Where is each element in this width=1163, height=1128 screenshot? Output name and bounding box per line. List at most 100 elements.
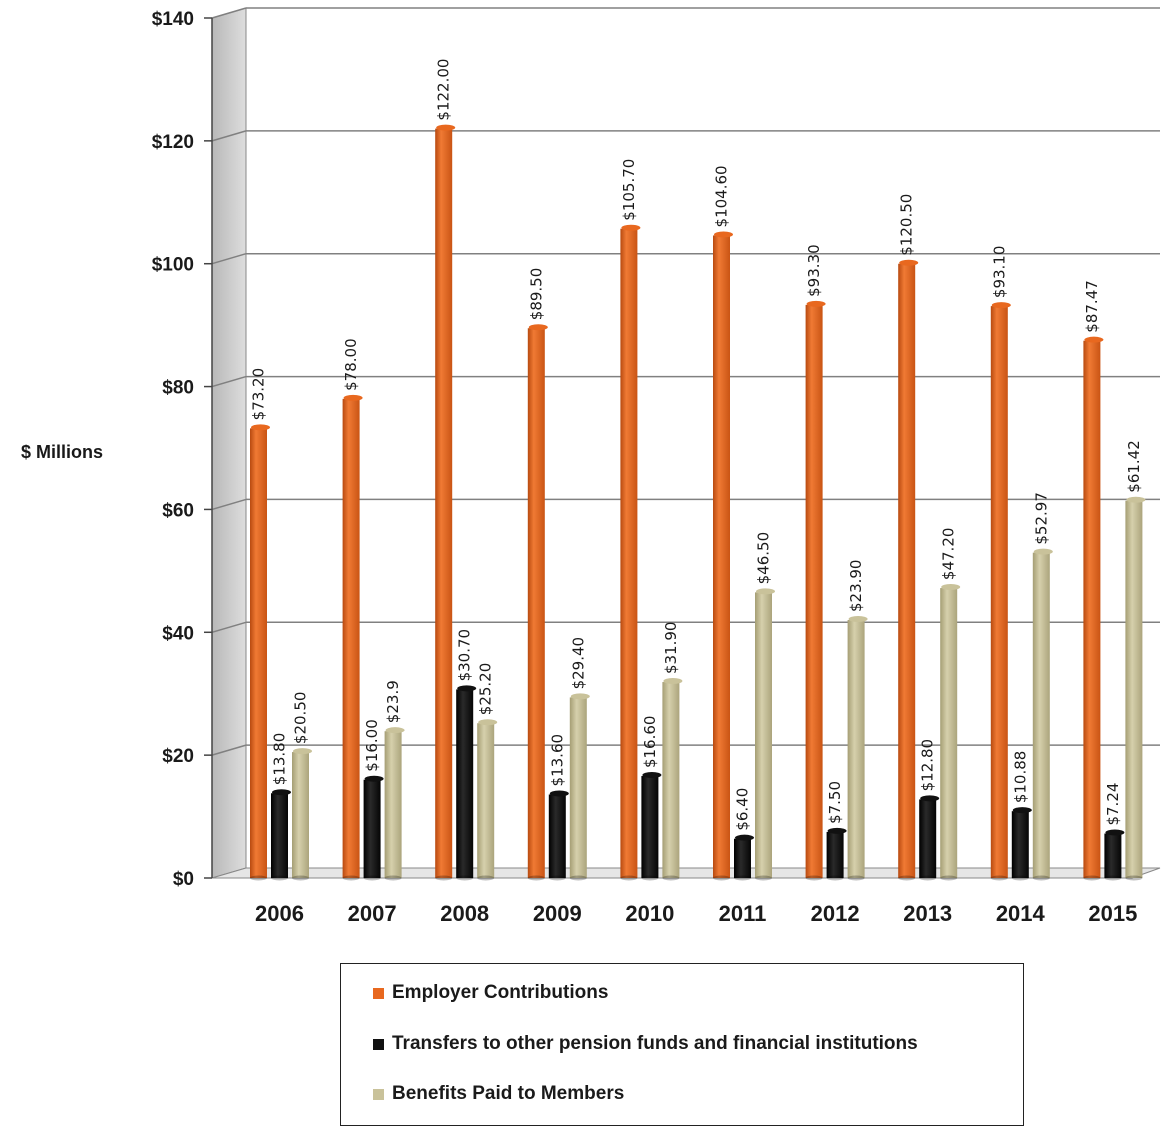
x-tick-label: 2013 [903,901,952,926]
gridline-depth [211,375,247,388]
bar-employer-contributions [435,128,453,879]
data-label-benefits: $25.20 [477,663,495,716]
bar-employer-contributions-base [342,875,360,881]
bar-benefits-paid [569,697,587,878]
data-label-employer: $104.60 [713,165,731,227]
bar-benefits-paid [1032,552,1050,878]
bar-transfers-base [919,875,937,881]
data-label-employer: $78.00 [342,338,360,391]
bar-benefits-paid-top [1126,496,1146,503]
bar-transfers-top [549,790,569,797]
data-label-transfers: $13.60 [548,734,566,787]
bar-benefits-paid-base [940,875,958,881]
data-label-benefits: $61.42 [1125,440,1143,493]
bar-employer-contributions [527,328,545,878]
bar-benefits-paid [662,682,680,878]
bar-benefits-paid [847,620,865,878]
x-tick-label: 2006 [255,901,304,926]
bar-employer-contributions-top [621,224,641,231]
bar-employer-contributions [620,228,638,878]
bar-benefits-paid [1125,500,1143,878]
bar-benefits-paid-base [755,875,772,881]
bar-employer-contributions-top [343,394,363,401]
bar-transfers-top [457,685,477,692]
bar-employer-contributions-top [714,231,733,238]
bar-benefits-paid [940,588,958,878]
bar-transfers-base [1011,875,1029,881]
bar-benefits-paid-top [385,727,405,734]
data-label-benefits: $23.90 [847,560,865,613]
data-label-employer: $93.30 [805,244,823,297]
data-label-employer: $87.47 [1083,280,1101,333]
bar-transfers-base [548,875,566,881]
data-label-employer: $89.50 [527,268,545,321]
bar-employer-contributions-top [899,259,919,266]
bar-employer-contributions [1083,340,1101,878]
bar-benefits-paid-top [663,678,683,685]
gridline-depth [211,744,247,756]
data-label-employer: $122.00 [435,59,453,121]
bar-employer-contributions [898,263,916,878]
bar-benefits-paid-base [292,875,309,881]
bar-employer-contributions-base [527,875,545,881]
x-tick-label: 2015 [1088,901,1137,926]
chart-side-wall [211,7,247,879]
bar-employer-contributions-base [1083,875,1101,881]
bar-benefits-paid [755,592,772,878]
bar-employer-contributions-top [991,302,1011,309]
bar-benefits-paid-top [1033,548,1053,555]
bar-benefits-paid-base [662,875,680,881]
bar-chart: $0 $20 $40 $60 $80 $100 $120 $140 $ Millions $73… [21,7,1161,926]
bar-benefits-paid-top [848,616,868,622]
bar-benefits-paid-base [477,875,495,881]
bar-employer-contributions-base [990,875,1008,881]
data-label-transfers: $7.50 [826,781,844,824]
data-label-transfers: $7.24 [1104,783,1122,826]
bar-transfers [826,831,844,878]
data-label-benefits: $46.50 [755,532,773,585]
gridline-depth [211,621,247,634]
legend-swatch-orange [373,987,384,999]
data-label-transfers: $16.00 [363,719,381,772]
legend-label: Transfers to other pension funds and fin… [392,1033,918,1054]
gridline-depth [211,498,247,511]
bar-employer-contributions-base [713,875,730,881]
x-tick-label: 2012 [811,901,860,926]
y-tick-label: $140 [152,9,194,30]
bar-transfers-base [456,875,474,881]
bar-employer-contributions-base [435,875,453,881]
bar-transfers [734,838,751,878]
legend-label: Employer Contributions [392,982,609,1003]
bar-employer-contributions [990,306,1008,879]
bar-transfers-top [364,775,384,782]
bar-transfers-top [1012,807,1032,814]
bar-employer-contributions-top [436,124,456,131]
bar-employer-contributions-base [898,875,916,881]
bar-employer-contributions-top [528,324,548,331]
bar-benefits-paid-top [941,584,961,591]
data-label-transfers: $16.60 [641,716,659,769]
gridline-depth [211,252,247,265]
data-label-employer: $120.50 [898,194,916,256]
data-label-employer: $93.10 [990,246,1008,299]
bar-transfers-top [1105,829,1125,836]
data-label-benefits: $29.40 [569,637,587,690]
x-tick-label: 2010 [625,901,674,926]
bar-transfers [363,779,381,878]
y-tick-label: $20 [162,746,194,767]
data-label-benefits: $47.20 [940,528,958,581]
x-tick-label: 2008 [440,901,489,926]
data-label-employer: $73.20 [250,368,268,421]
legend-swatch-tan [373,1088,384,1100]
bar-benefits-paid-base [384,875,402,881]
bar-transfers-base [734,875,751,881]
x-tick-label: 2014 [996,901,1046,926]
bar-employer-contributions-base [805,875,823,881]
data-label-benefits: $20.50 [292,692,310,745]
x-tick-label: 2007 [348,901,397,926]
y-tick-label: $60 [162,500,194,521]
bar-employer-contributions-base [620,875,638,881]
bar-benefits-paid [292,752,309,878]
data-label-transfers: $13.80 [271,733,289,786]
legend-swatch-black [373,1038,384,1050]
